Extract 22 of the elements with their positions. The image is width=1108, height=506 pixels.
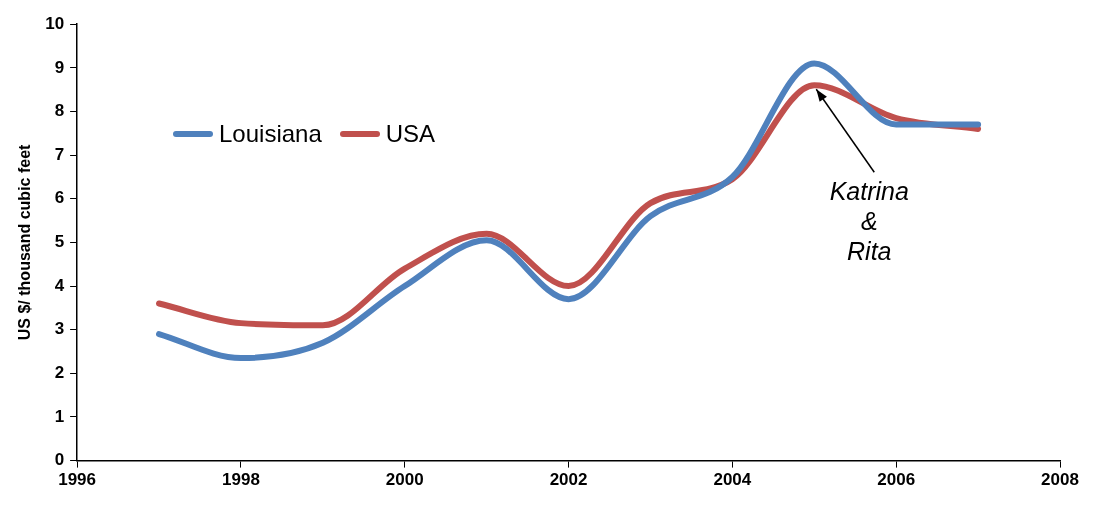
x-tick-label: 2008 [1041, 470, 1079, 490]
y-tick-label: 1 [54, 406, 65, 426]
annotation: Katrina & Rita [829, 176, 909, 265]
x-tick-label: 1998 [222, 470, 260, 490]
y-tick-label: 7 [54, 144, 65, 164]
y-tick-label: 10 [45, 13, 65, 33]
y-tick-label: 2 [54, 363, 65, 383]
y-tick-label: 3 [54, 319, 65, 339]
x-tick-label: 2006 [877, 470, 916, 490]
legend-label: USA [385, 120, 436, 148]
y-tick-label: 9 [54, 57, 65, 77]
x-tick-label: 2002 [549, 470, 588, 490]
y-tick-label: 5 [54, 232, 65, 252]
y-tick-label: 6 [54, 188, 65, 208]
y-tick-label: 0 [54, 450, 65, 470]
legend-label: Louisiana [219, 120, 322, 148]
x-tick-label: 2004 [713, 470, 752, 490]
y-tick-label: 8 [54, 101, 65, 121]
x-tick-label: 2000 [385, 470, 424, 490]
x-tick-label: 1996 [58, 470, 97, 490]
y-axis-title: US $/ thousand cubic feet [16, 143, 34, 341]
y-tick-label: 4 [54, 275, 65, 295]
